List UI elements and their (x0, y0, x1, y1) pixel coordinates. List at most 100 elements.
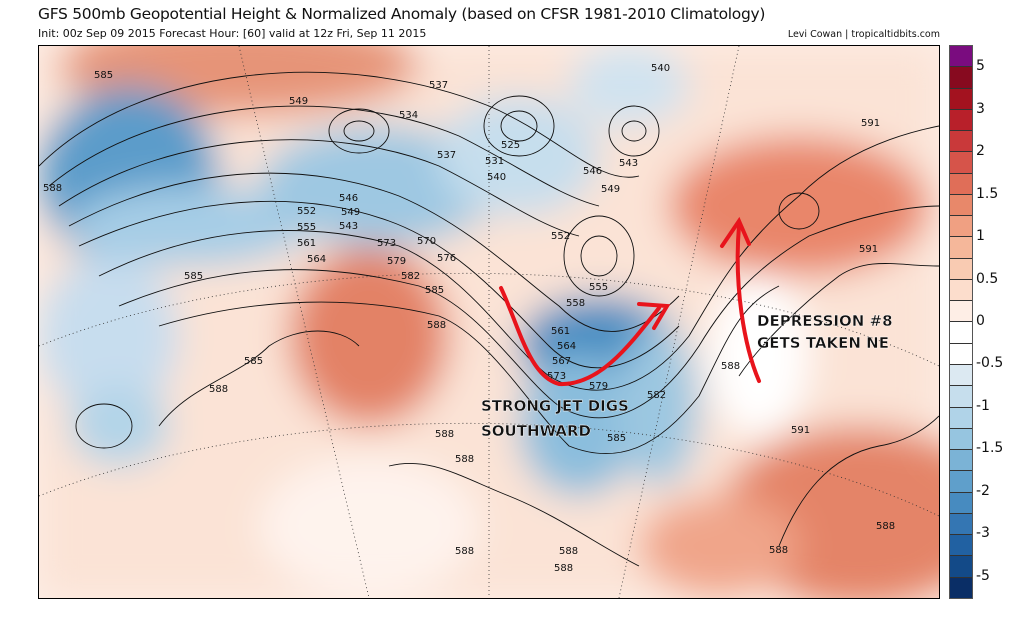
colorbar-label: 5 (976, 58, 985, 75)
contour-label: 546 (339, 193, 358, 204)
contour-label: 588 (455, 546, 474, 557)
contour-label: 588 (209, 384, 228, 395)
contour-label: 588 (455, 454, 474, 465)
contour-label: 555 (589, 282, 608, 293)
colorbar-segment (950, 237, 972, 259)
colorbar-segment (950, 450, 972, 472)
contour-label: 543 (619, 158, 638, 169)
contour-label: 588 (427, 320, 446, 331)
colorbar-segment (950, 535, 972, 557)
contour-label: 591 (791, 425, 810, 436)
contour-label: 564 (307, 254, 326, 265)
contour-label: 573 (547, 371, 566, 382)
colorbar-segment (950, 109, 972, 132)
contour-label: 591 (859, 244, 878, 255)
contour-label: 588 (435, 429, 454, 440)
colorbar (949, 45, 973, 599)
colorbar-label: -1 (976, 397, 990, 414)
contour-label: 585 (244, 356, 263, 367)
contour-label: 585 (94, 70, 113, 81)
colorbar-label: -0.5 (976, 355, 1004, 372)
colorbar-label: -2 (976, 482, 990, 499)
colorbar-segment (950, 46, 972, 68)
colorbar-segment (950, 556, 972, 578)
contour-label: 549 (289, 96, 308, 107)
map-subtitle: Init: 00z Sep 09 2015 Forecast Hour: [60… (38, 27, 427, 40)
colorbar-segment (950, 279, 972, 302)
height-contours (39, 71, 939, 567)
weather-map: 585 549 537 540 534 537 525 531 540 546 543 549 546 5… (38, 45, 940, 599)
colorbar-label: 1 (976, 228, 985, 245)
colorbar-segment (950, 131, 972, 153)
jet-label-2: SOUTHWARD (481, 422, 591, 440)
colorbar-label: 1.5 (976, 185, 999, 202)
contour-label: 537 (437, 150, 456, 161)
contour-label: 591 (861, 118, 880, 129)
contour-label: 588 (721, 361, 740, 372)
contour-label: 564 (557, 341, 576, 352)
colorbar-label: 2 (976, 143, 985, 160)
colorbar-segment (950, 492, 972, 514)
jet-arrowhead (637, 302, 671, 330)
colorbar-segment (950, 386, 972, 408)
contour-label: 579 (387, 256, 406, 267)
contour-labels: 585 549 537 540 534 537 525 531 540 546 543 549 546 5… (43, 63, 895, 574)
contour-label: 570 (417, 236, 436, 247)
colorbar-segment (950, 258, 972, 280)
contour-label: 549 (601, 184, 620, 195)
depression-arrowhead (720, 216, 751, 248)
contour-label: 531 (485, 156, 504, 167)
colorbar-label: -1.5 (976, 440, 1004, 457)
lat-lon-grid (39, 46, 939, 598)
contour-label: 534 (399, 110, 418, 121)
colorbar-segment (950, 428, 972, 451)
colorbar-label: 3 (976, 100, 985, 117)
colorbar-segment (950, 67, 972, 89)
contour-label: 588 (769, 545, 788, 556)
colorbar-segment (950, 322, 972, 344)
colorbar-segment (950, 88, 972, 110)
colorbar-segment (950, 216, 972, 238)
contour-label: 582 (401, 271, 420, 282)
colorbar-segment (950, 364, 972, 387)
contour-label: 549 (341, 207, 360, 218)
contour-label: 558 (566, 298, 585, 309)
contour-label: 537 (429, 80, 448, 91)
contour-label: 582 (647, 390, 666, 401)
colorbar-segment (950, 173, 972, 195)
contour-label: 588 (876, 521, 895, 532)
colorbar-label: 0.5 (976, 270, 999, 287)
depression-label-1: DEPRESSION #8 (757, 312, 893, 330)
colorbar-segment (950, 152, 972, 174)
colorbar-label: -3 (976, 525, 990, 542)
colorbar-segment (950, 194, 972, 217)
contour-label: 555 (297, 222, 316, 233)
contour-label: 561 (297, 238, 316, 249)
contour-label: 540 (651, 63, 670, 74)
contour-label: 588 (559, 546, 578, 557)
colorbar-segment (950, 301, 972, 323)
jet-label-1: STRONG JET DIGS (481, 397, 629, 415)
map-svg: 585 549 537 540 534 537 525 531 540 546 543 549 546 5… (39, 46, 939, 598)
contour-label: 588 (554, 563, 573, 574)
depression-arrow (735, 224, 761, 383)
colorbar-segment (950, 513, 972, 536)
contour-label: 540 (487, 172, 506, 183)
annotations: DEPRESSION #8 GETS TAKEN NE STRONG JET D… (481, 216, 893, 440)
contour-label: 543 (339, 221, 358, 232)
contour-label: 579 (589, 381, 608, 392)
contour-label: 576 (437, 253, 456, 264)
contour-label: 561 (551, 326, 570, 337)
contour-label: 552 (551, 231, 570, 242)
contour-label: 546 (583, 166, 602, 177)
credit: Levi Cowan | tropicaltidbits.com (787, 29, 940, 40)
colorbar-segment (950, 343, 972, 365)
contour-label: 585 (425, 285, 444, 296)
contour-label: 588 (43, 183, 62, 194)
contour-label: 552 (297, 206, 316, 217)
contour-label: 585 (184, 271, 203, 282)
contour-label: 573 (377, 238, 396, 249)
contour-label: 567 (552, 356, 571, 367)
depression-label-2: GETS TAKEN NE (757, 334, 889, 352)
colorbar-label: -5 (976, 567, 990, 584)
